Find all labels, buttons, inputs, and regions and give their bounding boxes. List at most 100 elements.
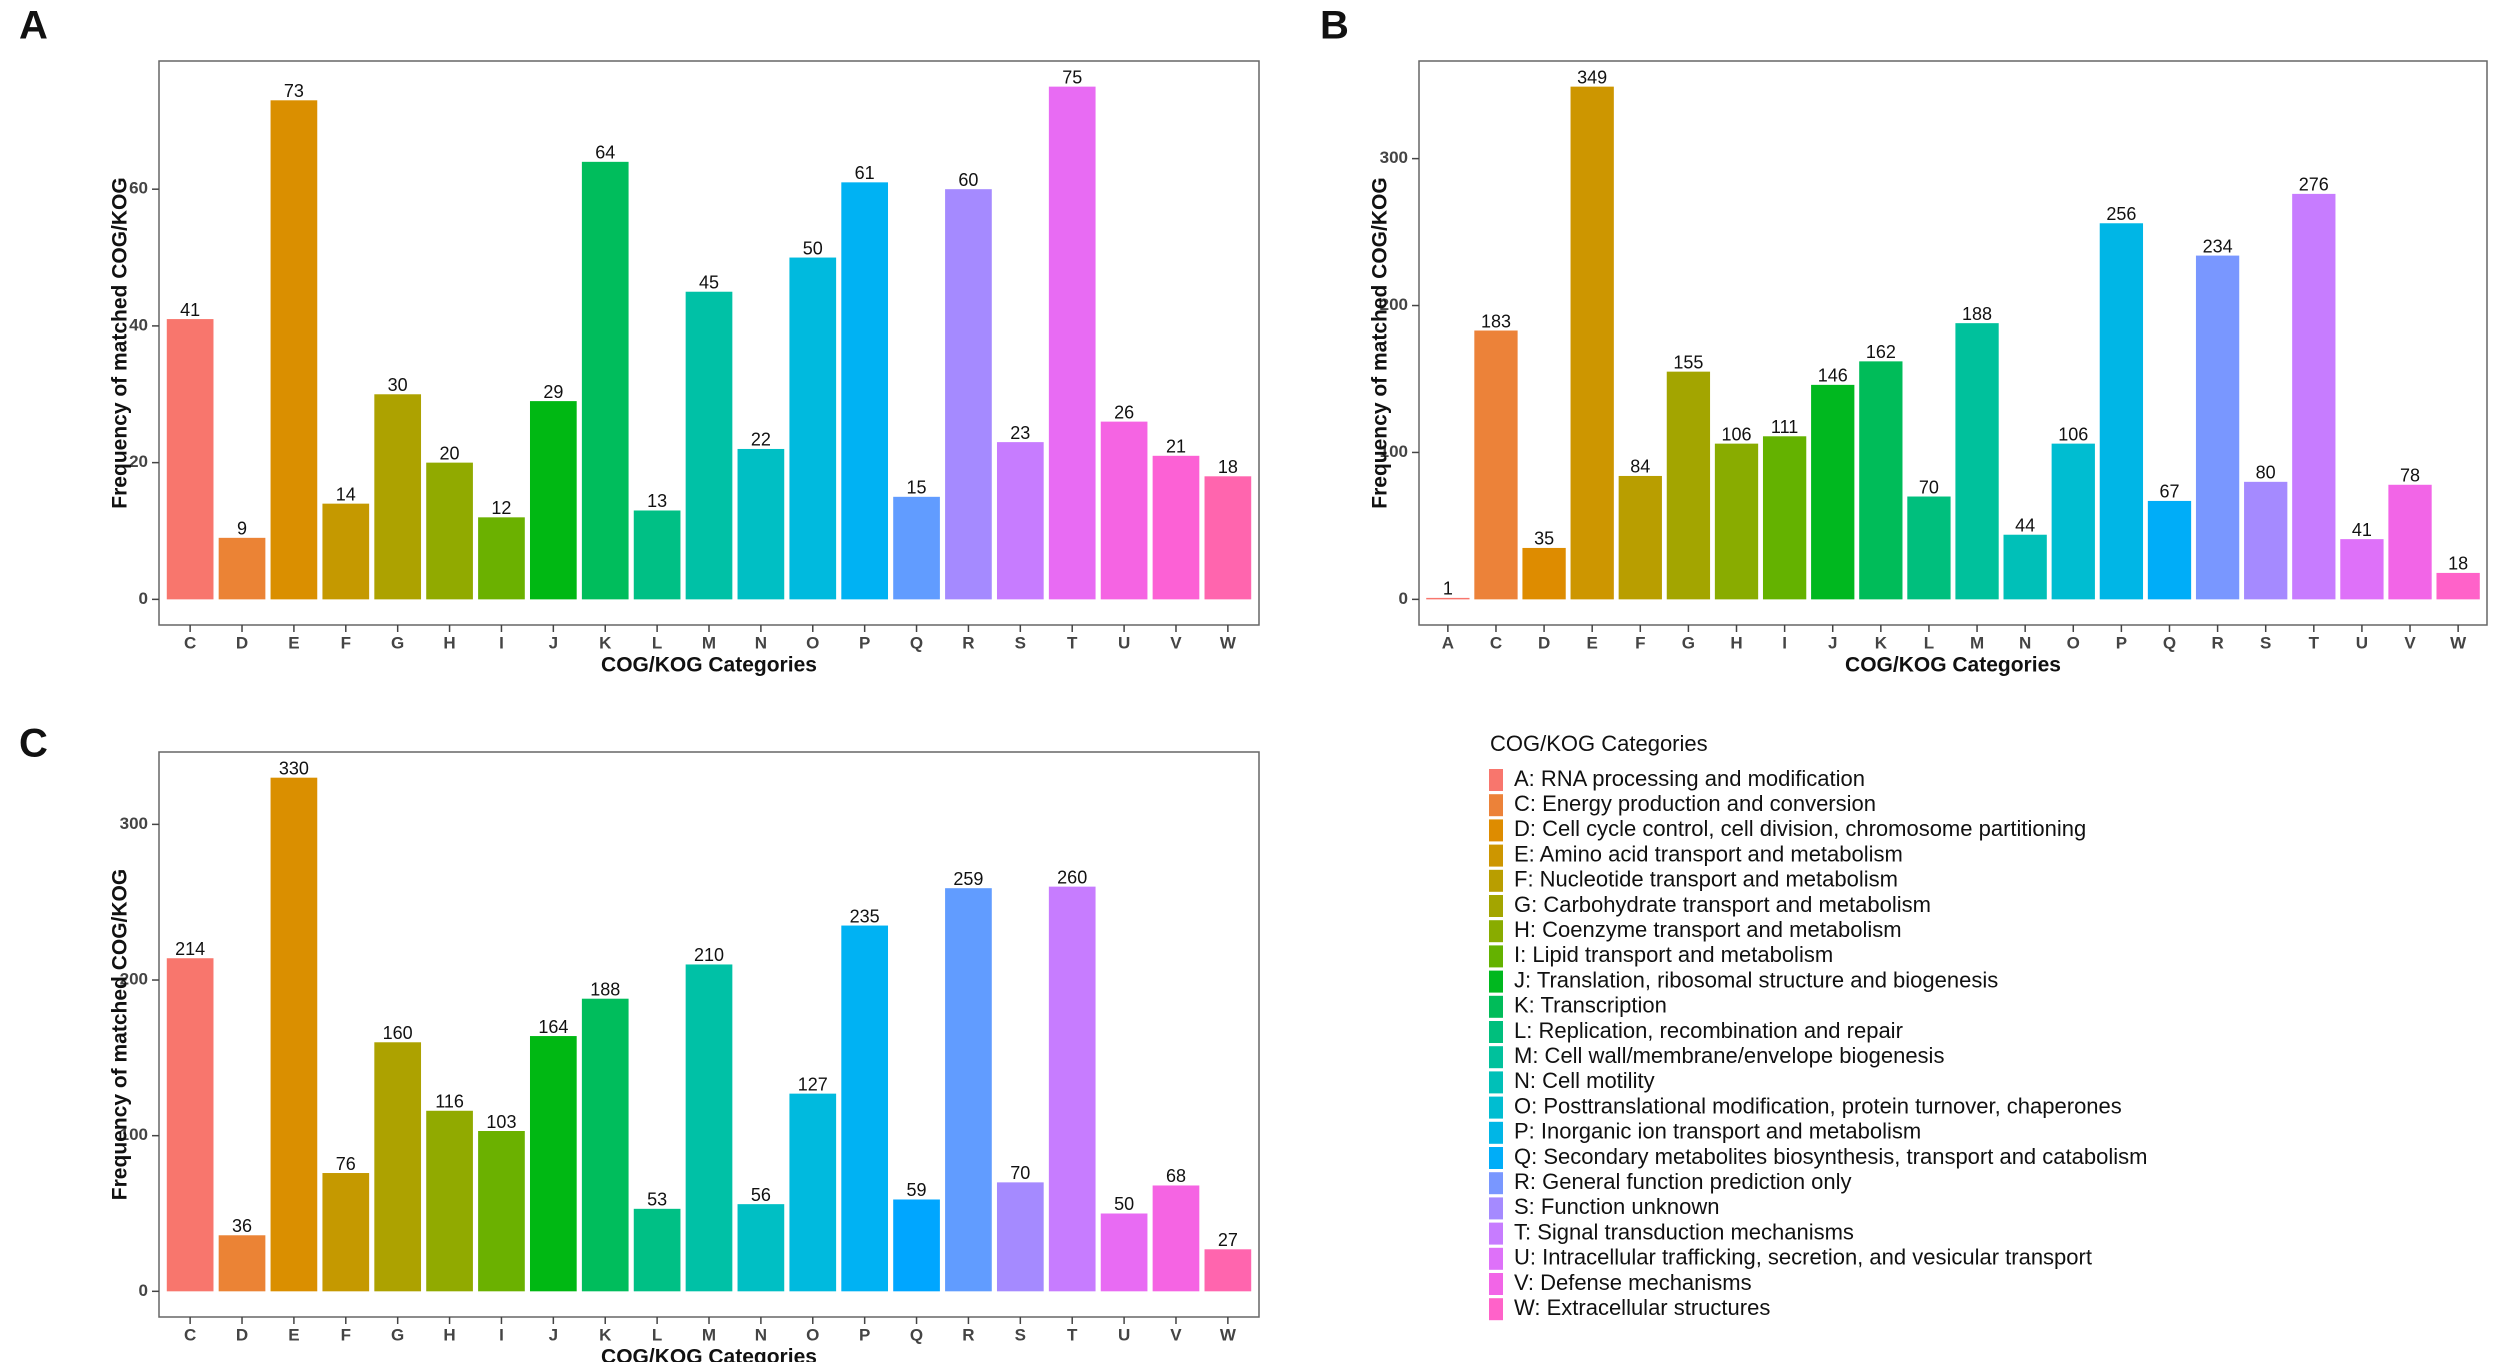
bar [1618,475,1662,600]
x-tick-label: C [184,1325,196,1344]
value-label: 41 [180,300,200,320]
value-label: 210 [694,945,724,965]
x-tick-label: N [755,633,767,652]
x-tick-label: L [1924,633,1934,652]
legend-label: D: Cell cycle control, cell division, ch… [1514,816,2086,841]
y-axis-title: Frequency of matched COG/KOG [109,869,132,1200]
bar [270,777,318,1292]
value-label: 349 [1577,67,1607,87]
value-label: 1 [1443,579,1453,599]
legend-label: U: Intracellular trafficking, secretion,… [1514,1245,2092,1270]
bar [1811,384,1855,600]
legend-swatch [1489,1222,1503,1245]
x-tick-label: H [1730,633,1742,652]
value-label: 70 [1010,1163,1030,1183]
legend-label: E: Amino acid transport and metabolism [1514,841,1903,866]
value-label: 56 [751,1185,771,1205]
value-label: 330 [279,758,309,778]
bar [633,510,681,600]
value-label: 35 [1534,529,1554,549]
x-tick-label: E [1587,633,1598,652]
legend-swatch [1489,1096,1503,1119]
y-axis-title: Frequency of matched COG/KOG [109,177,132,508]
x-tick-label: T [1067,1325,1078,1344]
legend-label: N: Cell motility [1514,1068,1655,1093]
x-tick-label: I [499,1325,504,1344]
bar [374,394,422,600]
bar [1570,86,1614,600]
legend-swatch [1489,995,1503,1018]
value-label: 68 [1166,1166,1186,1186]
bar [374,1042,422,1292]
x-tick-label: F [341,1325,351,1344]
value-label: 188 [590,979,620,999]
value-label: 70 [1919,477,1939,497]
value-label: 50 [1114,1194,1134,1214]
x-tick-label: I [1782,633,1787,652]
value-label: 75 [1062,67,1082,87]
legend-swatch [1489,1021,1503,1043]
bar [1666,371,1711,600]
legend-label: I: Lipid transport and metabolism [1514,942,1833,967]
value-label: 80 [2256,463,2276,483]
x-tick-label: G [391,633,404,652]
x-tick-label: G [391,1325,404,1344]
x-axis-title: COG/KOG Categories [601,1346,817,1362]
value-label: 111 [1771,417,1798,437]
legend-swatch [1489,844,1503,867]
bar [2388,484,2432,600]
value-label: 59 [907,1180,927,1200]
x-tick-label: I [499,633,504,652]
bar [1714,443,1759,600]
legend-label: M: Cell wall/membrane/envelope biogenesi… [1514,1043,1944,1068]
bar [1859,361,1903,600]
x-tick-label: S [1015,633,1026,652]
x-tick-label: S [1015,1325,1026,1344]
bar [1474,330,1518,600]
bar [893,1199,940,1292]
bar [1204,1249,1252,1292]
x-tick-label: O [806,1325,819,1344]
bar [789,257,837,600]
value-label: 61 [855,163,875,183]
value-label: 36 [232,1216,252,1236]
bar [529,401,577,600]
x-tick-label: Q [910,1325,923,1344]
value-label: 106 [2058,424,2088,444]
bar [270,100,318,600]
x-tick-label: D [236,633,248,652]
bar [633,1208,681,1292]
value-label: 18 [2448,554,2468,574]
bar [841,182,889,600]
x-tick-label: K [599,1325,612,1344]
x-tick-label: R [2211,633,2223,652]
x-tick-label: L [652,1325,662,1344]
value-label: 60 [958,170,978,190]
y-tick-label: 300 [1380,148,1408,167]
legend-label: F: Nucleotide transport and metabolism [1514,867,1898,892]
x-tick-label: F [1635,633,1645,652]
value-label: 76 [336,1154,356,1174]
bar [1907,496,1951,600]
x-tick-label: W [1220,633,1237,652]
value-label: 106 [1721,424,1751,444]
x-tick-label: J [549,633,558,652]
value-label: 41 [2352,520,2372,540]
legend-label: J: Translation, ribosomal structure and … [1514,967,1998,992]
y-axis-title: Frequency of matched COG/KOG [1369,177,1392,508]
panel-label: B [1320,4,1349,48]
value-label: 67 [2159,482,2179,502]
bar [841,925,889,1292]
legend-swatch [1489,1197,1503,1220]
value-label: 15 [907,478,927,498]
value-label: 13 [647,491,667,511]
value-label: 260 [1057,867,1087,887]
value-label: 64 [595,143,615,163]
bar [685,964,733,1292]
legend-swatch [1489,869,1503,892]
y-tick-label: 0 [139,1281,148,1300]
bar [1762,436,1807,600]
bar [581,161,629,600]
legend-swatch [1489,769,1503,791]
